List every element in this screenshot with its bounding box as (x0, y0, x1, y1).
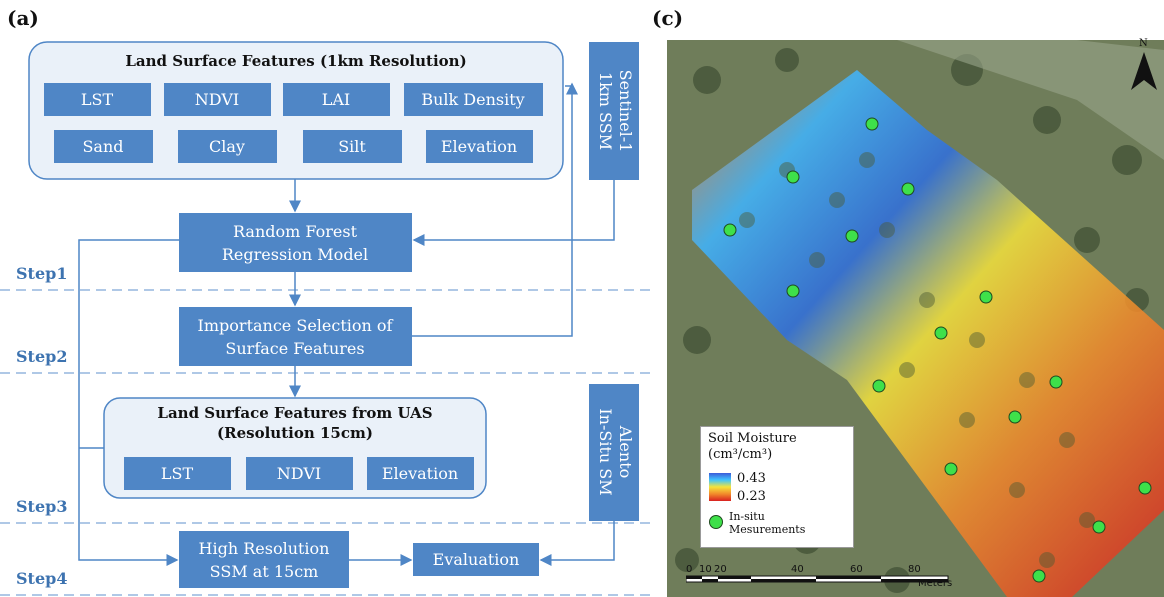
scale-bar: 0 10 20 40 60 80 Meters (685, 562, 956, 595)
evaluation-label: Evaluation (433, 550, 520, 569)
uas-feature-lst: LST (161, 464, 194, 483)
scale-tick: 10 (699, 564, 712, 575)
feature-box (303, 130, 402, 163)
importance-line2: Surface Features (225, 339, 364, 358)
feature-box (283, 83, 390, 116)
step3-label: Step3 (16, 497, 67, 516)
step2-label: Step2 (16, 347, 67, 366)
map-legend: Soil Moisture (cm³/cm³) 0.43 0.23 In-sit… (700, 426, 854, 548)
feature-silt: Silt (338, 137, 366, 156)
step4-label: Step4 (16, 569, 67, 588)
uas-feature-elevation: Elevation (382, 464, 458, 483)
rf-line2: Regression Model (222, 245, 368, 264)
scale-bar-graphic: 0 10 20 40 60 80 Meters (685, 564, 952, 589)
north-arrow: N (1129, 38, 1159, 94)
legend-title: Soil Moisture (cm³/cm³) (708, 431, 797, 463)
alento-line1: Alento (616, 425, 635, 479)
feature-box (246, 457, 353, 490)
random-forest-box (179, 213, 412, 272)
feature-box (164, 83, 271, 116)
scale-tick: 80 (908, 564, 921, 575)
feature-elevation: Elevation (441, 137, 517, 156)
in-situ-dot-icon (709, 515, 723, 529)
uas-feature-ndvi: NDVI (277, 464, 321, 483)
sentinel-line1: Sentinel-1 (616, 70, 635, 153)
sentinel-line2: 1km SSM (596, 72, 615, 150)
color-ramp (709, 473, 731, 501)
importance-line1: Importance Selection of (198, 316, 394, 335)
scale-tick: 60 (850, 564, 863, 575)
north-label: N (1139, 38, 1148, 49)
north-arrow-icon (1131, 52, 1157, 90)
legend-title-line2: (cm³/cm³) (708, 447, 773, 462)
feature-box (124, 457, 231, 490)
feature-clay: Clay (209, 137, 245, 156)
panel-c-label: (c) (652, 6, 684, 30)
feature-box (426, 130, 533, 163)
legend-insitu: In-situ Mesurements (729, 510, 805, 536)
step-dividers (0, 289, 655, 596)
feature-box (178, 130, 277, 163)
feature-box (367, 457, 474, 490)
lsf-1km-title: Land Surface Features (1km Resolution) (125, 52, 466, 70)
highres-line2: SSM at 15cm (210, 562, 319, 581)
feature-box (404, 83, 543, 116)
alento-line2: In-Situ SM (596, 408, 615, 495)
panel-a-label: (a) (7, 6, 39, 30)
scale-tick: 20 (714, 564, 727, 575)
feature-sand: Sand (82, 137, 123, 156)
step1-label: Step1 (16, 264, 67, 283)
evaluation-box (413, 543, 539, 576)
high-resolution-box (179, 531, 349, 588)
importance-selection-box (179, 307, 412, 366)
legend-title-line1: Soil Moisture (708, 431, 797, 446)
legend-min: 0.23 (737, 489, 766, 504)
alento-box (589, 384, 639, 521)
legend-insitu-line2: Mesurements (729, 523, 806, 536)
feature-box (44, 83, 151, 116)
connectors (78, 82, 615, 566)
legend-max: 0.43 (737, 471, 766, 486)
lsf-uas-title-line1: Land Surface Features from UAS (157, 404, 432, 422)
in-situ-points (723, 117, 1152, 583)
scale-tick: 0 (686, 564, 692, 575)
feature-bulk-density: Bulk Density (421, 90, 524, 109)
rf-line1: Random Forest (233, 222, 358, 241)
scale-unit: Meters (918, 578, 952, 589)
sentinel-box (589, 42, 639, 180)
scale-tick: 40 (791, 564, 804, 575)
soil-moisture-map (667, 40, 1164, 597)
highres-line1: High Resolution (199, 539, 330, 558)
feature-lai: LAI (322, 90, 351, 109)
feature-lst: LST (81, 90, 114, 109)
lsf-uas-title-line2: (Resolution 15cm) (217, 424, 373, 442)
feature-box (54, 130, 153, 163)
legend-insitu-line1: In-situ (729, 510, 765, 523)
feature-ndvi: NDVI (195, 90, 239, 109)
aerial-image (667, 40, 1164, 597)
